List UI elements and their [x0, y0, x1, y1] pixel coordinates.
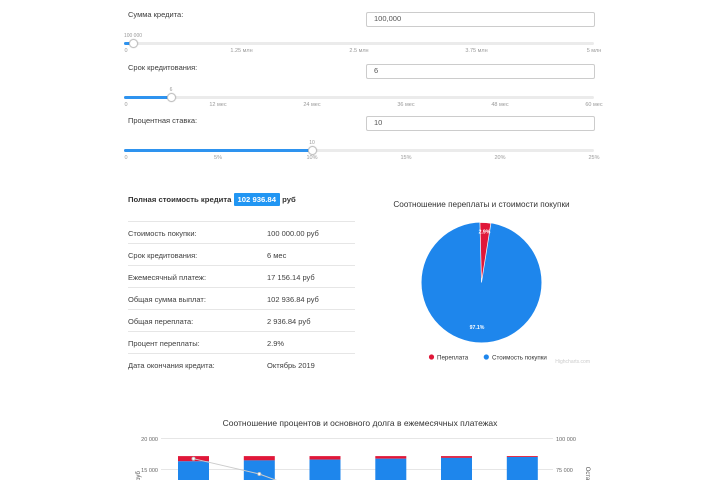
- svg-text:Highcharts.com: Highcharts.com: [555, 359, 590, 365]
- svg-text:20 000: 20 000: [141, 437, 158, 443]
- svg-text:Ежемесячный платеж, руб: Ежемесячный платеж, руб: [135, 471, 142, 480]
- svg-text:Переплата: Переплата: [437, 355, 469, 362]
- svg-text:100 000: 100 000: [556, 437, 576, 443]
- svg-text:97.1%: 97.1%: [470, 325, 485, 331]
- svg-text:Соотношение процентов и основн: Соотношение процентов и основного долга …: [223, 418, 498, 428]
- svg-text:15 000: 15 000: [141, 468, 158, 474]
- svg-text:Стоимость покупки: Стоимость покупки: [492, 355, 547, 362]
- svg-text:Остаток долга, руб: Остаток долга, руб: [584, 467, 590, 480]
- svg-text:75 000: 75 000: [556, 468, 573, 474]
- svg-text:2.9%: 2.9%: [479, 230, 491, 236]
- svg-text:Соотношение переплаты и стоимо: Соотношение переплаты и стоимости покупк…: [393, 200, 569, 209]
